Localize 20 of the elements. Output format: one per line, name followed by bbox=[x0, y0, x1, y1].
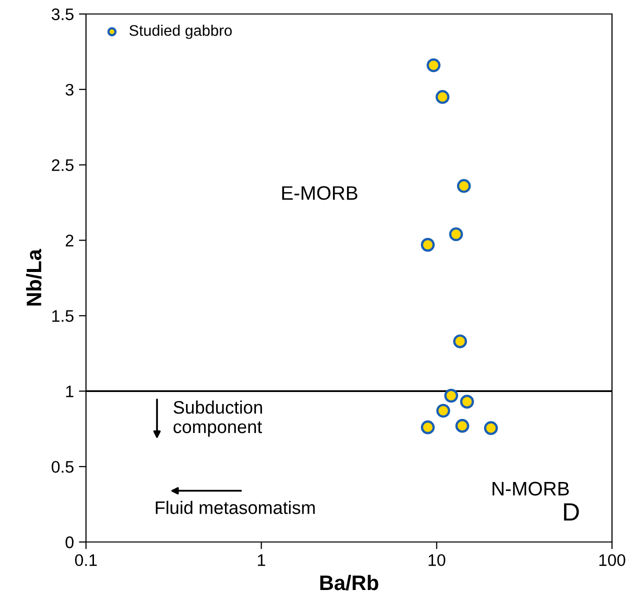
legend-label: Studied gabbro bbox=[129, 24, 232, 39]
x-axis-title: Ba/Rb bbox=[320, 574, 378, 590]
annotation: D bbox=[564, 503, 579, 521]
y-tick-label: 0 bbox=[66, 536, 74, 548]
y-tick-label: 3.5 bbox=[52, 8, 74, 20]
x-tick-label: 100 bbox=[599, 554, 626, 566]
y-tick-label: 1.5 bbox=[52, 310, 74, 322]
annotation: N-MORB bbox=[492, 482, 569, 496]
y-tick-label: 0.5 bbox=[52, 460, 74, 473]
annotation: Fluid metasomatism bbox=[156, 500, 315, 514]
annotation: Subduction component bbox=[174, 400, 262, 437]
y-tick-label: 3 bbox=[66, 84, 74, 96]
x-tick-label: 1 bbox=[258, 554, 266, 566]
y-tick-label: 1 bbox=[66, 386, 74, 398]
y-tick-label: 2 bbox=[66, 234, 74, 246]
y-tick-label: 2.5 bbox=[52, 159, 74, 172]
x-tick-label: 10 bbox=[428, 554, 446, 566]
annotation: E-MORB bbox=[282, 186, 358, 200]
x-tick-label: 0.1 bbox=[75, 554, 97, 566]
y-axis-title: Nb/La bbox=[26, 248, 42, 306]
